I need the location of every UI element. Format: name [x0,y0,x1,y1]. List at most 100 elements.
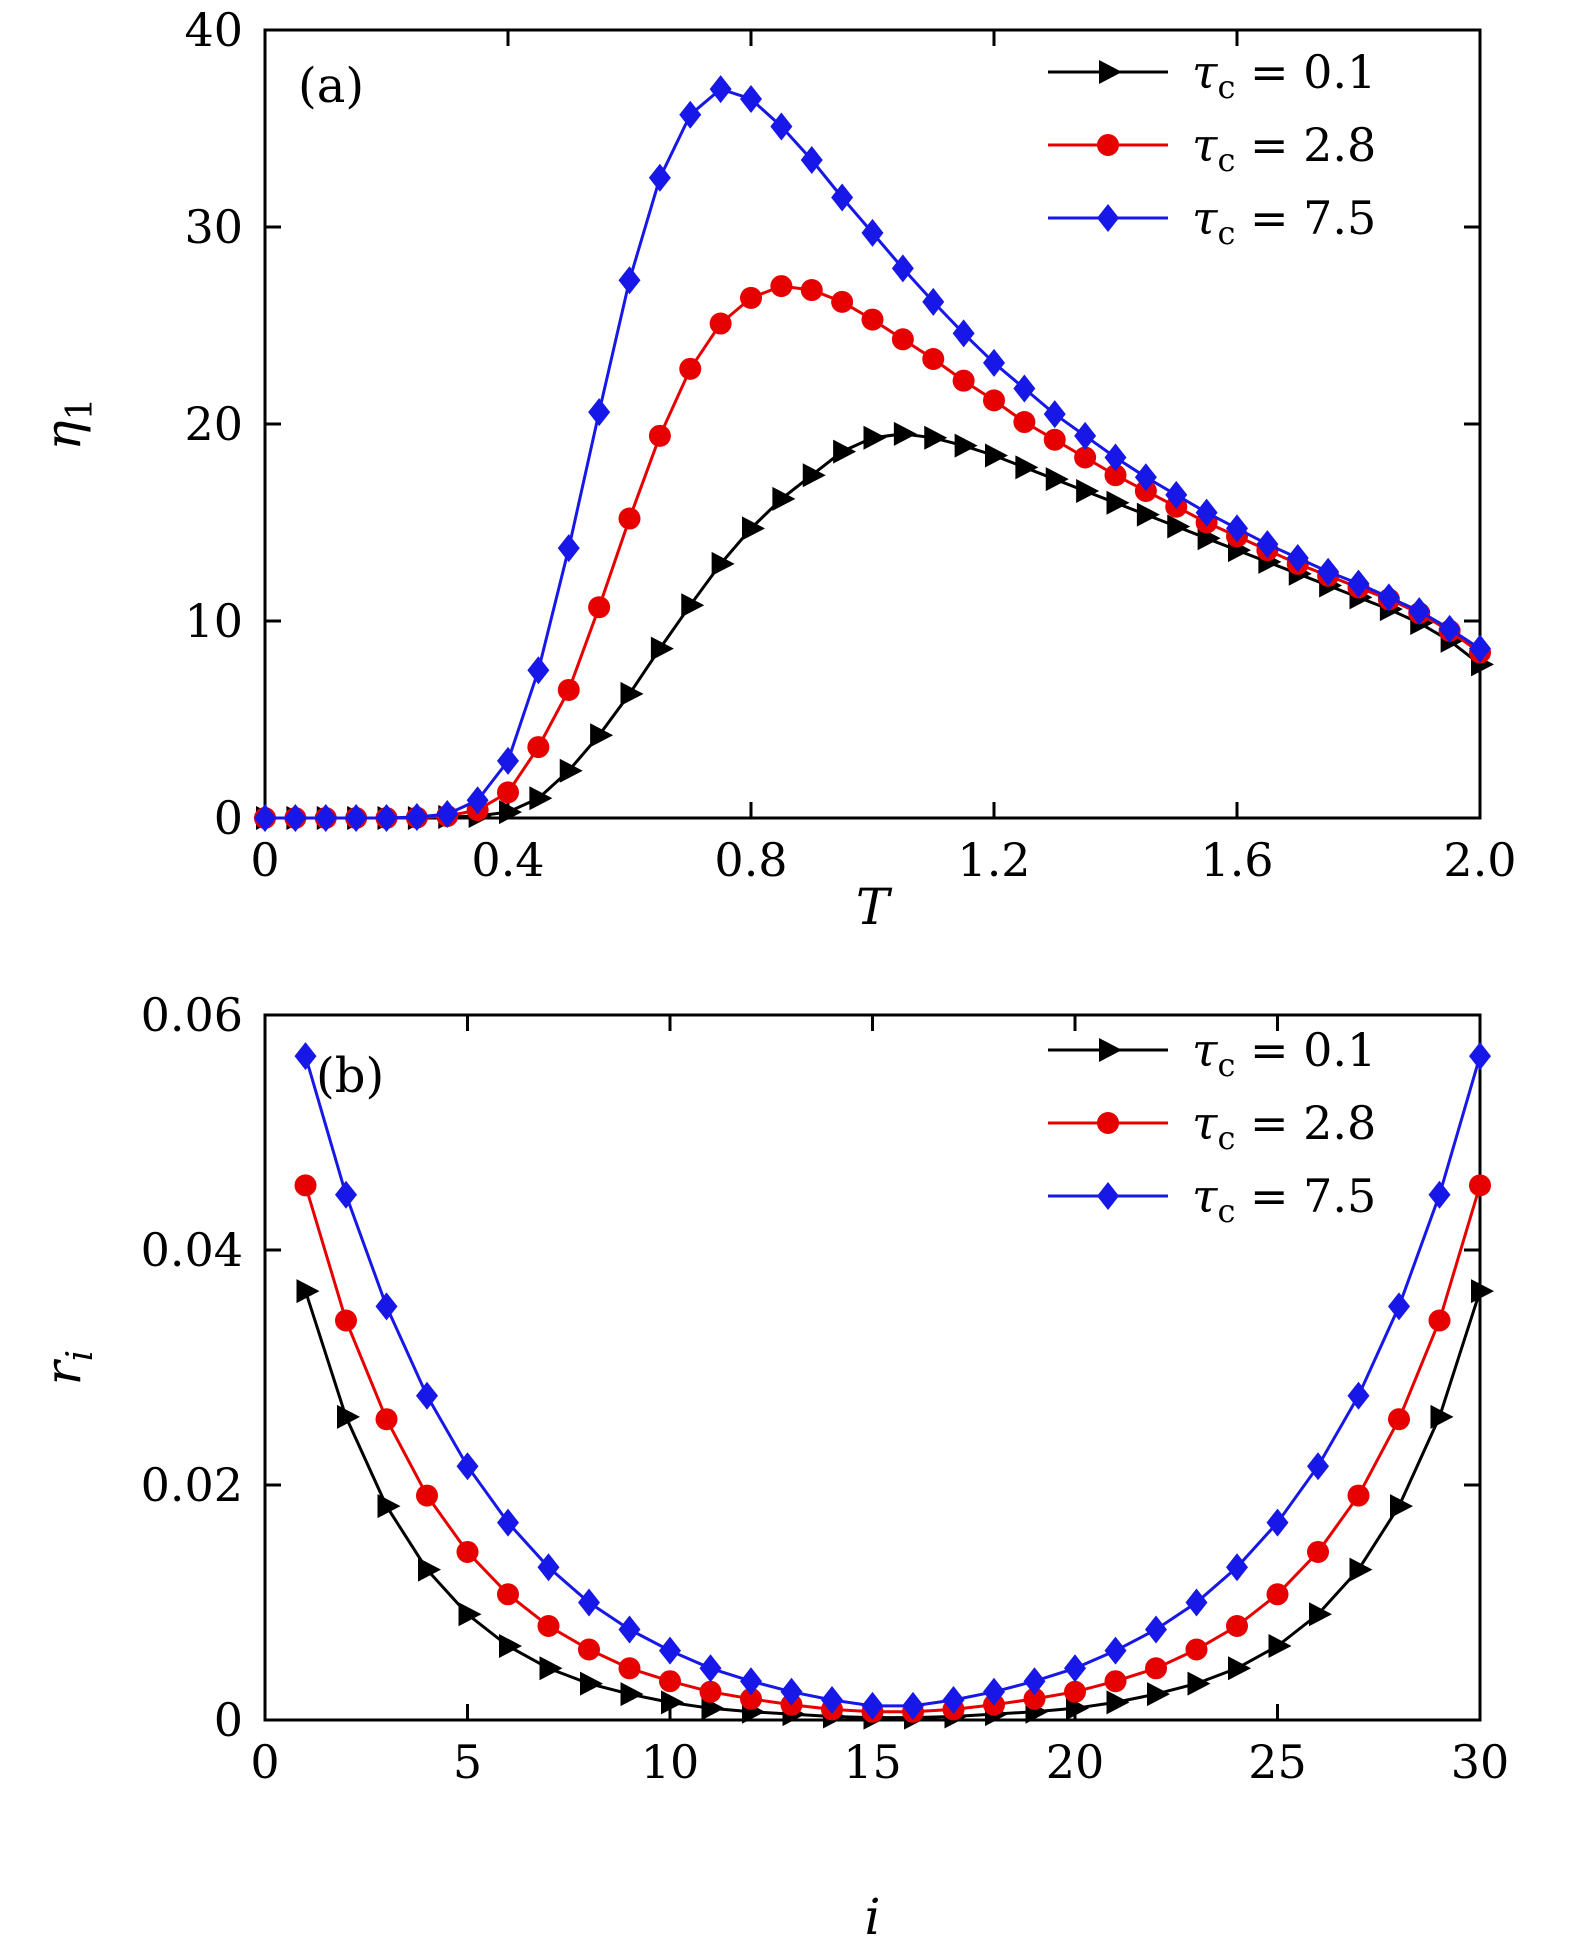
circle-marker [679,357,702,380]
triangle-right-marker [1099,60,1122,84]
diamond-marker [1226,514,1248,543]
circle-marker [1013,411,1036,434]
circle-marker [861,308,884,331]
triangle-right-marker [1309,1602,1332,1627]
series-tauc-2p8 [254,275,1491,829]
circle-marker [1266,1583,1289,1606]
diamond-marker [436,800,459,829]
series-tauc-0p1 [296,1279,1494,1730]
legend-label: τc = 2.8 [1192,118,1376,179]
triangle-right-marker [1430,1404,1454,1429]
panel-b-chart: 0 5 10 15 20 25 30 0 0.02 0.04 0.06 τc = 0.1 τc = 2.… [34,988,1509,1946]
diamond-marker [983,1677,1005,1706]
series-tauc-2p8 [294,1174,1491,1723]
triangle-right-marker [802,463,826,488]
diamond-marker [1134,463,1157,492]
diamond-marker [1023,1667,1046,1696]
circle-marker [659,1670,681,1693]
triangle-right-marker [1099,1038,1122,1062]
circle-marker [1104,1670,1127,1693]
diamond-marker [952,319,975,348]
triangle-right-marker [1106,1690,1130,1715]
triangle-right-marker [863,425,887,450]
diamond-marker [1043,400,1066,429]
circle-marker [537,1615,560,1637]
circle-marker [294,1174,317,1197]
diamond-marker [1195,498,1218,527]
diamond-marker [314,804,337,832]
circle-marker [1307,1540,1329,1563]
circle-marker [1185,1638,1208,1661]
triangle-right-marker [985,443,1008,468]
diamond-marker [902,1691,924,1720]
diamond-marker [1226,1553,1248,1582]
x-tick-label: 15 [843,1735,902,1789]
panel-letter: (a) [298,58,364,114]
circle-marker [740,1687,762,1710]
circle-marker [1145,1657,1167,1680]
circle-marker [335,1309,357,1332]
circle-marker [416,1484,438,1507]
triangle-right-marker [924,425,948,450]
diamond-marker [1377,583,1400,612]
diamond-marker [1428,1180,1451,1209]
diamond-marker [679,100,702,129]
triangle-right-marker [1471,1279,1494,1304]
diamond-marker [405,803,428,832]
x-tick-label: 1.6 [1200,833,1273,887]
y-tick-label: 40 [184,3,243,57]
triangle-right-marker [590,723,614,748]
legend-item-tauc-7p5: τc = 7.5 [1048,191,1376,252]
triangle-right-marker [711,551,735,576]
diamond-marker [770,112,793,141]
panel-letter: (b) [316,1048,384,1104]
triangle-right-marker [499,800,522,825]
x-tick-label: 2.0 [1443,833,1516,887]
diamond-marker [456,1452,479,1481]
triangle-right-marker [418,1557,441,1582]
circle-marker [557,678,580,701]
legend-label: τc = 7.5 [1192,1169,1376,1230]
x-tick-label: 0.8 [714,833,787,887]
diamond-marker [254,804,276,832]
diamond-marker [375,804,398,832]
y-axis-label: η1 [34,398,101,451]
diamond-marker [780,1677,803,1706]
diamond-marker [1469,1042,1491,1071]
diamond-marker [284,804,307,832]
x-tick-label: 20 [1046,1735,1105,1789]
y-tick-label: 0.04 [141,1223,243,1277]
diamond-marker [861,218,884,247]
diamond-marker [648,163,671,192]
diamond-marker [335,1180,357,1209]
y-tick-label: 0.02 [141,1458,243,1512]
triangle-right-marker [954,433,978,458]
x-tick-label: 0 [250,833,279,887]
circle-marker [1074,446,1097,469]
diamond-marker [1013,374,1036,403]
y-tick-label: 0.06 [141,988,243,1042]
diamond-marker [1104,443,1127,472]
diamond-marker [861,1691,884,1720]
diamond-marker [1286,543,1309,572]
diamond-marker [1438,614,1461,643]
circle-marker [527,736,550,759]
diamond-marker [1185,1588,1208,1617]
circle-marker [891,328,914,351]
series-tauc-7p5 [254,75,1491,832]
x-tick-label: 5 [453,1735,482,1789]
x-tick-label: 25 [1248,1735,1307,1789]
diamond-marker [1408,597,1431,626]
diamond-marker [497,746,519,775]
triangle-right-marker [559,758,583,783]
circle-marker [983,389,1005,412]
circle-marker [578,1638,600,1661]
triangle-right-marker [1349,1557,1373,1582]
circle-marker [1043,428,1066,451]
diamond-marker [345,804,368,832]
diamond-marker [1388,1292,1410,1321]
axes: 0 0.4 0.8 1.2 1.6 2.0 0 10 20 30 40 [184,3,1516,887]
triangle-right-marker [458,1602,482,1627]
triangle-right-marker [1268,1633,1292,1658]
